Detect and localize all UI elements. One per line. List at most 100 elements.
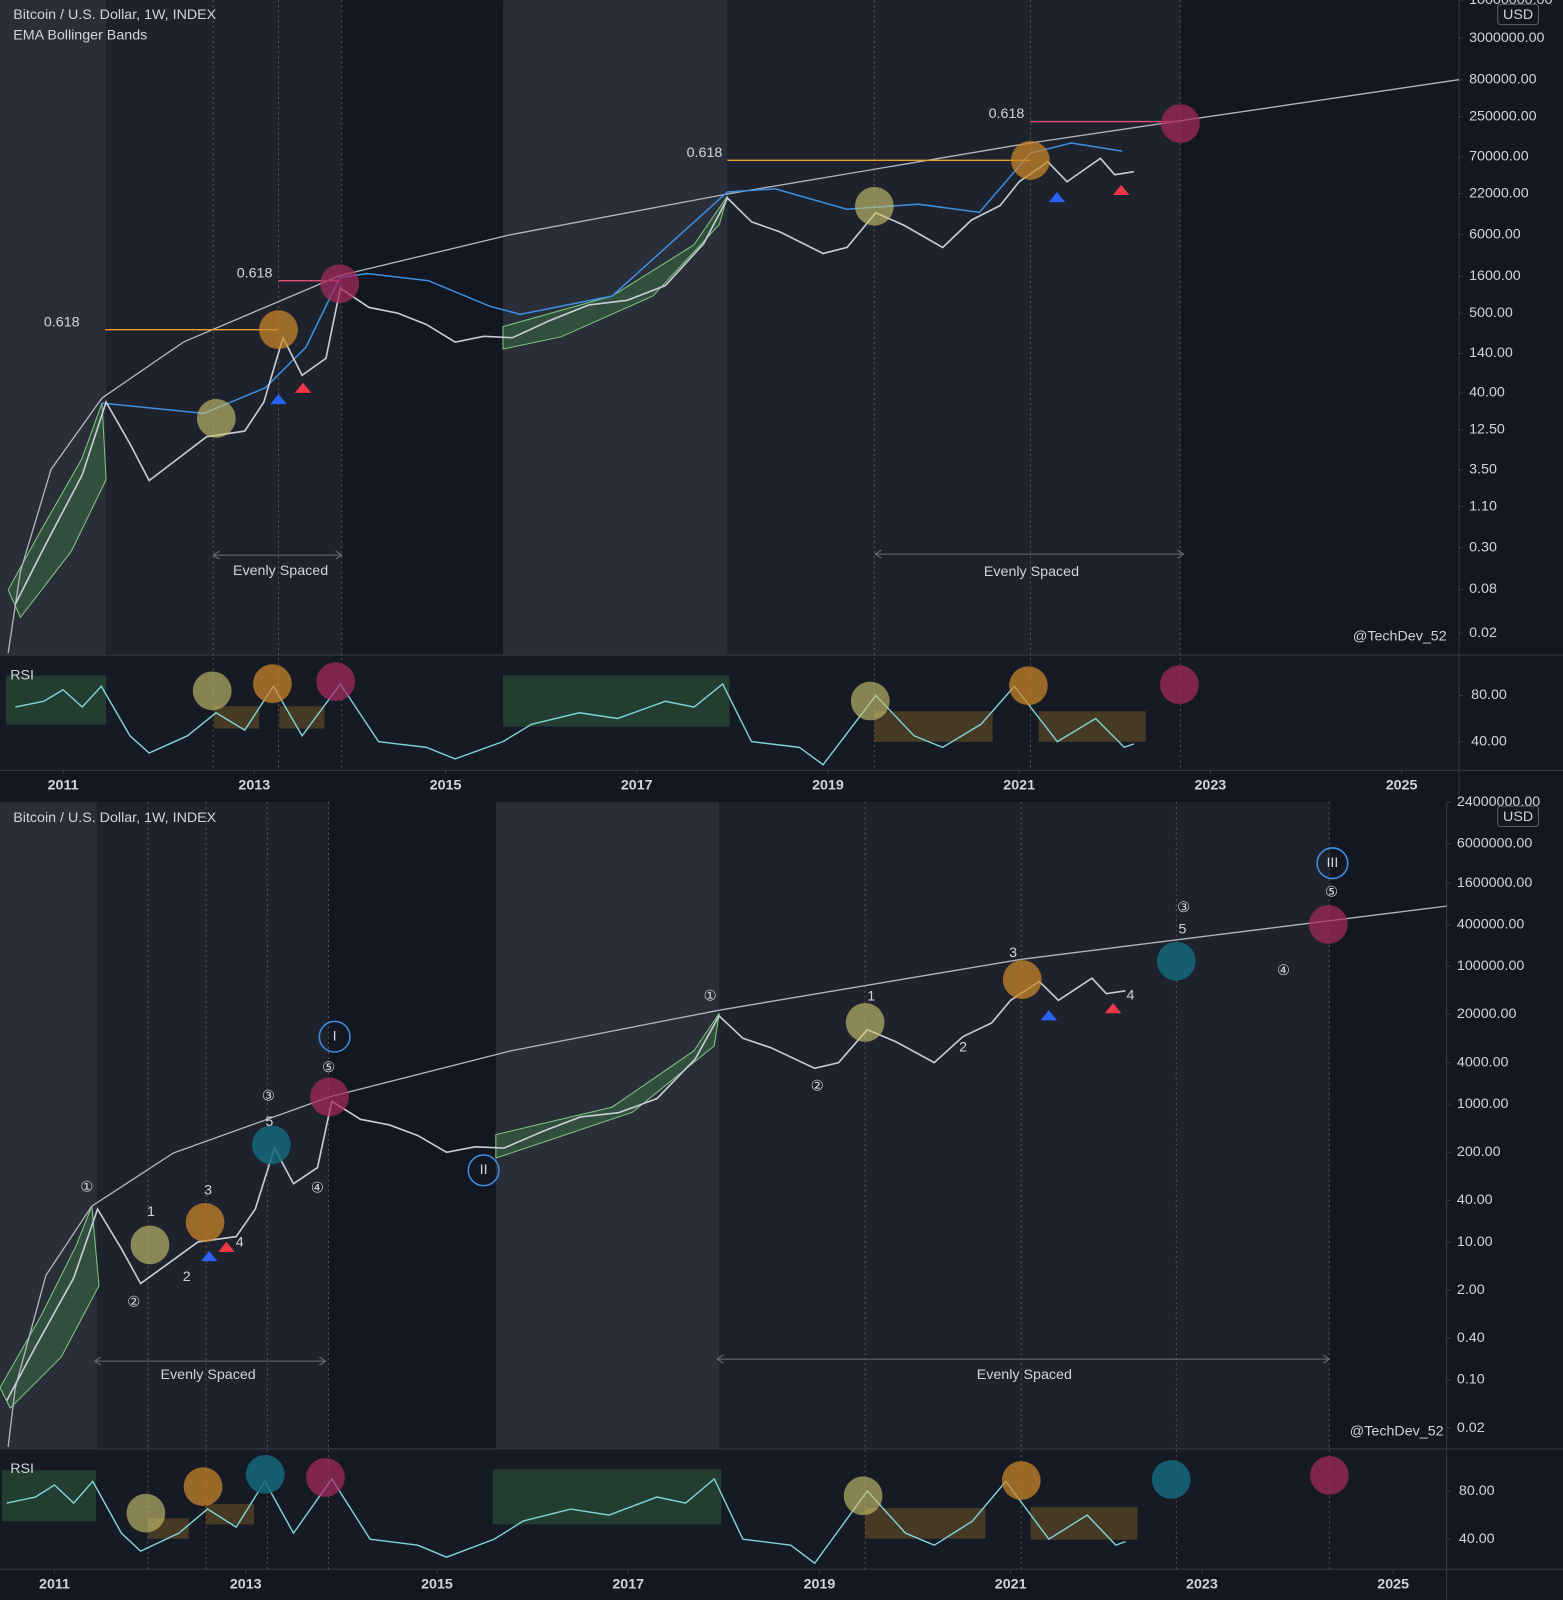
session-band [1329, 802, 1447, 1449]
session-band [106, 655, 342, 771]
arrow-head [1322, 1354, 1331, 1364]
y-tick-label: 6000.00 [1469, 226, 1521, 242]
x-tick-label: 2013 [238, 777, 270, 793]
annotation: Evenly Spaced [977, 1367, 1072, 1383]
annotation: 5 [1178, 921, 1186, 937]
y-tick-label: 0.08 [1469, 581, 1497, 597]
y-tick-label: 1600000.00 [1457, 875, 1532, 891]
session-band [495, 1448, 720, 1570]
y-tick-label: 10.00 [1457, 1234, 1493, 1250]
highlight-circle [845, 1003, 885, 1042]
x-tick-label: 2015 [430, 777, 462, 793]
y-tick-label: 2.00 [1457, 1282, 1485, 1298]
annotation: ② [127, 1295, 140, 1311]
indicator-name: EMA Bollinger Bands [13, 28, 147, 44]
x-tick-label: 2025 [1386, 777, 1418, 793]
currency-label: USD [1503, 7, 1533, 23]
wave-circle [467, 1154, 500, 1187]
ema-line [101, 142, 1123, 415]
currency-box [1497, 3, 1540, 26]
rsi-zone [279, 706, 325, 729]
y-tick-label: 40.00 [1457, 1192, 1493, 1208]
annotation: 2 [959, 1040, 967, 1056]
bollinger-channel [495, 1012, 720, 1159]
x-tick-label: 2013 [230, 1576, 262, 1592]
y-tick-label: 40.00 [1469, 385, 1505, 401]
y-tick-label: 1600.00 [1469, 268, 1521, 284]
bollinger-channel [7, 402, 107, 619]
currency-label: USD [1503, 809, 1533, 825]
highlight-circle [253, 664, 292, 704]
session-band [1180, 655, 1459, 771]
y-tick-label: 500.00 [1469, 305, 1513, 321]
annotation: II [480, 1162, 488, 1178]
y-tick-label: 20000.00 [1457, 1006, 1517, 1022]
highlight-circle [192, 671, 232, 711]
highlight-circle [259, 310, 298, 350]
highlight-circle [1161, 104, 1200, 143]
signal-triangle [1104, 1003, 1122, 1014]
signal-triangle [1113, 184, 1130, 196]
y-tick-label: 800000.00 [1469, 72, 1537, 88]
y-tick-label: 0.40 [1457, 1330, 1485, 1346]
highlight-circle [126, 1493, 166, 1533]
annotation: 1 [147, 1204, 155, 1220]
arrow-head [716, 1354, 724, 1364]
arrow-head [93, 1356, 102, 1366]
rsi-zone [865, 1508, 986, 1539]
rsi-tick-label: 40.00 [1471, 733, 1507, 749]
annotation: Evenly Spaced [161, 1367, 256, 1383]
session-band [328, 1448, 496, 1570]
x-tick-label: 2015 [421, 1576, 453, 1592]
annotation: 0.618 [687, 145, 723, 161]
arrow-head [335, 550, 343, 560]
wave-circle [1316, 847, 1349, 880]
trend-curve [7, 79, 1460, 654]
x-tick-label: 2021 [1003, 777, 1035, 793]
price-line [6, 977, 1126, 1402]
signal-triangle [200, 1250, 218, 1262]
rsi-zone [2, 1470, 96, 1522]
annotation: Evenly Spaced [984, 564, 1079, 580]
rsi-tick-label: 80.00 [1471, 687, 1507, 703]
x-tick-label: 2011 [48, 777, 79, 793]
highlight-circle [245, 1454, 285, 1494]
y-tick-label: 140.00 [1469, 345, 1513, 361]
y-tick-label: 0.10 [1457, 1372, 1485, 1388]
x-tick-label: 2019 [812, 777, 844, 793]
session-band [1180, 0, 1459, 656]
rsi-zone [214, 706, 260, 729]
y-tick-label: 22000.00 [1469, 185, 1529, 201]
signal-triangle [1040, 1010, 1057, 1021]
highlight-circle [196, 399, 236, 438]
annotation: ⑤ [322, 1060, 335, 1076]
x-tick-label: 2017 [612, 1576, 644, 1592]
highlight-circle [1001, 1461, 1041, 1500]
y-tick-label: 3.50 [1469, 462, 1497, 478]
highlight-circle [251, 1125, 291, 1165]
session-band [106, 0, 342, 656]
highlight-circle [850, 681, 890, 721]
rsi-zone [874, 711, 993, 742]
watermark: @TechDev_52 [1350, 1423, 1444, 1439]
highlight-circle [1309, 1456, 1349, 1495]
highlight-circle [1011, 140, 1050, 180]
rsi-zone [1030, 1507, 1138, 1540]
session-band [502, 0, 728, 656]
signal-triangle [218, 1241, 235, 1252]
chart-panel: 10000000.003000000.00800000.00250000.007… [0, 0, 1563, 802]
price-line [14, 157, 1135, 605]
session-band [727, 655, 1181, 771]
highlight-circle [1156, 941, 1196, 981]
y-tick-label: 250000.00 [1469, 108, 1537, 124]
chart-title: Bitcoin / U.S. Dollar, 1W, INDEX [13, 7, 216, 23]
annotation: ④ [1277, 963, 1290, 979]
arrow-head [319, 1356, 327, 1366]
annotation: ③ [1177, 900, 1190, 916]
highlight-circle [854, 186, 894, 226]
y-tick-label: 100000.00 [1457, 958, 1525, 974]
x-tick-label: 2011 [39, 1576, 70, 1592]
annotation: I [333, 1028, 337, 1044]
highlight-circle [185, 1202, 225, 1242]
highlight-circle [306, 1458, 345, 1497]
